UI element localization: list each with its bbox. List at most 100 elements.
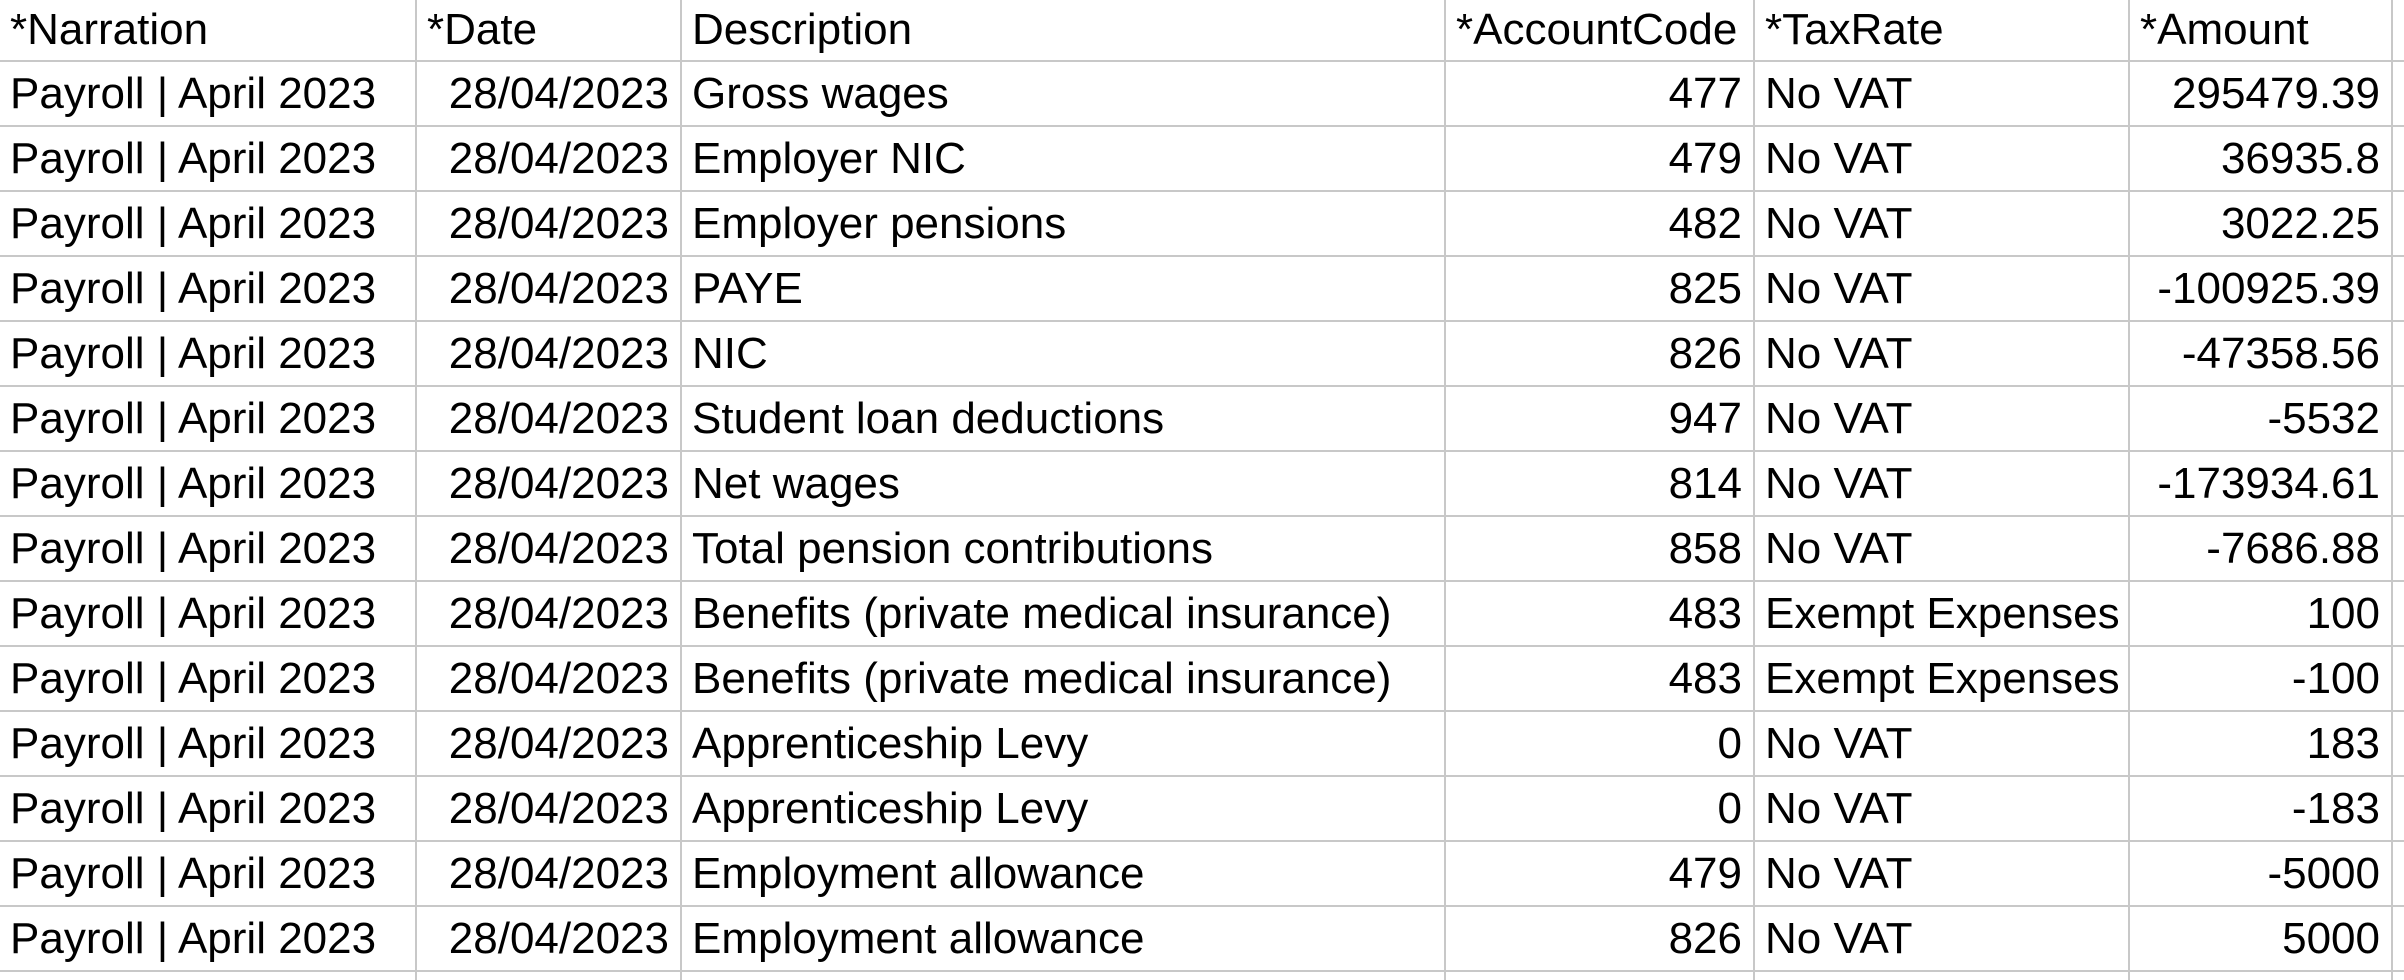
table-cell-amount[interactable]: -5532 — [2130, 387, 2393, 452]
table-cell-tax-rate[interactable]: No VAT — [1755, 452, 2130, 517]
table-cell-date[interactable]: 28/04/2023 — [417, 842, 682, 907]
table-cell-tax-rate[interactable]: No VAT — [1755, 517, 2130, 582]
table-cell-date[interactable]: 28/04/2023 — [417, 127, 682, 192]
table-cell-account-code[interactable]: 479 — [1446, 127, 1755, 192]
table-cell-narration[interactable]: Payroll | April 2023 — [0, 517, 417, 582]
table-cell-amount[interactable]: 36935.8 — [2130, 127, 2393, 192]
table-cell-date[interactable]: 28/04/2023 — [417, 192, 682, 257]
table-cell-amount[interactable]: -5000 — [2130, 842, 2393, 907]
table-cell-amount[interactable]: -100 — [2130, 647, 2393, 712]
table-cell-date[interactable]: 28/04/2023 — [417, 777, 682, 842]
table-cell-amount[interactable]: 3022.25 — [2130, 192, 2393, 257]
table-cell-amount[interactable]: -7686.88 — [2130, 517, 2393, 582]
table-cell-description[interactable]: Benefits (private medical insurance) — [682, 647, 1446, 712]
table-cell-amount[interactable]: 100 — [2130, 582, 2393, 647]
table-cell-date[interactable]: 28/04/2023 — [417, 387, 682, 452]
table-cell-tax-rate[interactable]: No VAT — [1755, 777, 2130, 842]
table-cell-account-code[interactable]: 479 — [1446, 842, 1755, 907]
table-cell-description[interactable]: Net wages — [682, 452, 1446, 517]
table-row: Payroll | April 2023 28/04/2023 Benefits… — [0, 647, 2404, 712]
table-cell-description[interactable] — [682, 972, 1446, 980]
table-cell-tax-rate[interactable]: No VAT — [1755, 712, 2130, 777]
table-cell-tax-rate[interactable]: No VAT — [1755, 387, 2130, 452]
table-cell-tax-rate[interactable]: Exempt Expenses — [1755, 582, 2130, 647]
column-header-date[interactable]: *Date — [417, 0, 682, 62]
table-cell-narration[interactable]: Payroll | April 2023 — [0, 712, 417, 777]
table-cell-account-code[interactable]: 825 — [1446, 257, 1755, 322]
table-cell-tax-rate[interactable]: No VAT — [1755, 127, 2130, 192]
table-cell-account-code[interactable]: 0 — [1446, 712, 1755, 777]
column-header-amount[interactable]: *Amount — [2130, 0, 2393, 62]
table-cell-amount[interactable]: -47358.56 — [2130, 322, 2393, 387]
table-cell-narration[interactable]: Payroll | April 2023 — [0, 192, 417, 257]
table-cell-account-code[interactable]: 858 — [1446, 517, 1755, 582]
table-cell-narration[interactable]: Payroll | April 2023 — [0, 127, 417, 192]
table-cell-narration[interactable]: Payroll | April 2023 — [0, 647, 417, 712]
table-cell-date[interactable]: 28/04/2023 — [417, 257, 682, 322]
table-cell-narration[interactable]: Payroll | April 2023 — [0, 322, 417, 387]
table-cell-account-code[interactable]: 483 — [1446, 582, 1755, 647]
table-cell-tax-rate[interactable]: No VAT — [1755, 842, 2130, 907]
table-cell-description[interactable]: Employment allowance — [682, 907, 1446, 972]
table-cell-date[interactable]: 28/04/2023 — [417, 582, 682, 647]
table-cell-tax-rate[interactable] — [1755, 972, 2130, 980]
table-cell-account-code[interactable]: 0 — [1446, 777, 1755, 842]
table-cell-description[interactable]: Total pension contributions — [682, 517, 1446, 582]
table-cell-account-code[interactable]: 482 — [1446, 192, 1755, 257]
table-cell-account-code[interactable]: 483 — [1446, 647, 1755, 712]
table-cell-narration[interactable]: Payroll | April 2023 — [0, 257, 417, 322]
column-header-narration[interactable]: *Narration — [0, 0, 417, 62]
table-cell-narration[interactable]: Payroll | April 2023 — [0, 387, 417, 452]
table-cell-amount[interactable]: 183 — [2130, 712, 2393, 777]
table-cell-narration[interactable]: Payroll | April 2023 — [0, 452, 417, 517]
table-cell-description[interactable]: Apprenticeship Levy — [682, 777, 1446, 842]
table-cell-description[interactable]: Benefits (private medical insurance) — [682, 582, 1446, 647]
table-cell-description[interactable]: Employer pensions — [682, 192, 1446, 257]
table-cell-description[interactable]: Student loan deductions — [682, 387, 1446, 452]
overflow-cell — [2393, 257, 2404, 322]
table-cell-tax-rate[interactable]: No VAT — [1755, 192, 2130, 257]
table-cell-account-code[interactable] — [1446, 972, 1755, 980]
table-cell-account-code[interactable]: 826 — [1446, 322, 1755, 387]
table-cell-description[interactable]: Gross wages — [682, 62, 1446, 127]
table-cell-amount[interactable]: -183 — [2130, 777, 2393, 842]
table-cell-date[interactable]: 28/04/2023 — [417, 517, 682, 582]
table-cell-account-code[interactable]: 947 — [1446, 387, 1755, 452]
table-cell-description[interactable]: Apprenticeship Levy — [682, 712, 1446, 777]
table-cell-narration[interactable]: Payroll | April 2023 — [0, 907, 417, 972]
table-cell-account-code[interactable]: 826 — [1446, 907, 1755, 972]
table-cell-narration[interactable]: Payroll | April 2023 — [0, 842, 417, 907]
table-cell-tax-rate[interactable]: No VAT — [1755, 62, 2130, 127]
table-cell-amount[interactable]: 5000 — [2130, 907, 2393, 972]
table-cell-amount[interactable]: 295479.39 — [2130, 62, 2393, 127]
table-cell-amount[interactable]: -100925.39 — [2130, 257, 2393, 322]
table-cell-amount[interactable] — [2130, 972, 2393, 980]
overflow-cell — [2393, 452, 2404, 517]
table-cell-tax-rate[interactable]: Exempt Expenses — [1755, 647, 2130, 712]
column-header-description[interactable]: Description — [682, 0, 1446, 62]
table-cell-tax-rate[interactable]: No VAT — [1755, 257, 2130, 322]
table-cell-date[interactable]: 28/04/2023 — [417, 712, 682, 777]
table-cell-account-code[interactable]: 814 — [1446, 452, 1755, 517]
table-cell-date[interactable]: 28/04/2023 — [417, 62, 682, 127]
table-cell-narration[interactable]: Payroll | April 2023 — [0, 582, 417, 647]
table-cell-amount[interactable]: -173934.61 — [2130, 452, 2393, 517]
table-cell-date[interactable]: 28/04/2023 — [417, 907, 682, 972]
column-header-account-code[interactable]: *AccountCode — [1446, 0, 1755, 62]
table-cell-date[interactable]: 28/04/2023 — [417, 647, 682, 712]
table-cell-account-code[interactable]: 477 — [1446, 62, 1755, 127]
table-cell-date[interactable]: 28/04/2023 — [417, 452, 682, 517]
column-header-tax-rate[interactable]: *TaxRate — [1755, 0, 2130, 62]
table-cell-tax-rate[interactable]: No VAT — [1755, 322, 2130, 387]
table-cell-description[interactable]: PAYE — [682, 257, 1446, 322]
table-cell-narration[interactable]: Payroll | April 2023 — [0, 777, 417, 842]
table-cell-date[interactable] — [417, 972, 682, 980]
table-cell-date[interactable]: 28/04/2023 — [417, 322, 682, 387]
table-cell-tax-rate[interactable]: No VAT — [1755, 907, 2130, 972]
table-cell-description[interactable]: Employer NIC — [682, 127, 1446, 192]
table-cell-description[interactable]: Employment allowance — [682, 842, 1446, 907]
table-cell-narration[interactable] — [0, 972, 417, 980]
table-cell-narration[interactable]: Payroll | April 2023 — [0, 62, 417, 127]
table-cell-description[interactable]: NIC — [682, 322, 1446, 387]
table-row: Payroll | April 2023 28/04/2023 Employer… — [0, 127, 2404, 192]
